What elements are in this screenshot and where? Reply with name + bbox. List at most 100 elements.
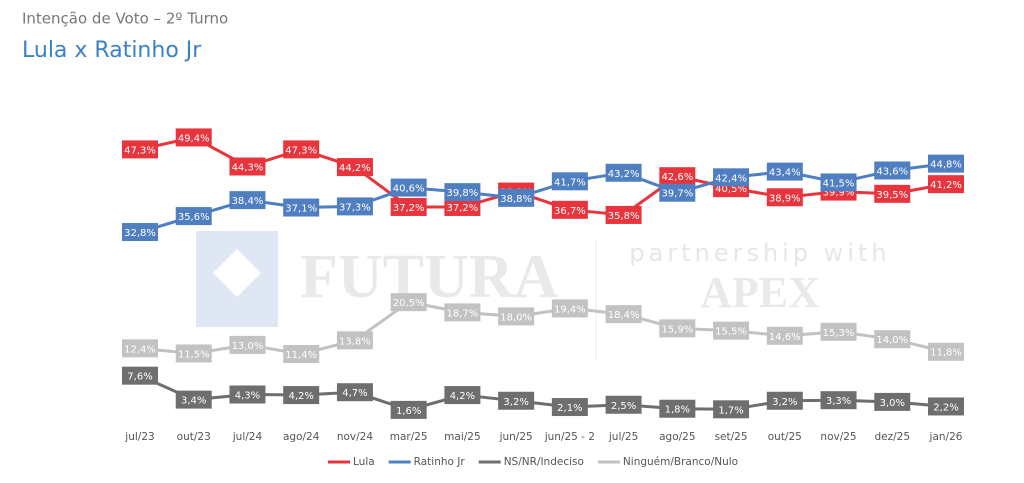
value-label-box [874, 330, 911, 349]
value-label: 3,3% [826, 396, 851, 407]
value-label-box [605, 395, 642, 414]
value-label: 41,7% [554, 177, 586, 188]
x-tick-label: mai/25 [444, 431, 480, 443]
value-label-box [444, 303, 481, 322]
value-label-box [928, 154, 964, 173]
value-label-box [551, 398, 588, 417]
value-label: 44,3% [232, 162, 264, 173]
value-label: 49,4% [178, 133, 210, 144]
value-label: 15,5% [715, 327, 747, 338]
value-label-box [713, 400, 750, 419]
value-label-box [122, 366, 158, 385]
x-tick-label: jul/23 [124, 431, 154, 443]
x-tick-label: out/23 [177, 431, 211, 443]
value-label-box [766, 326, 803, 345]
value-label: 4,2% [450, 391, 475, 402]
watermark-partner-text: partnership with [629, 239, 890, 267]
value-label: 13,8% [339, 336, 371, 347]
value-label-box [551, 200, 588, 219]
value-label: 37,2% [393, 203, 425, 214]
value-label: 36,7% [554, 206, 586, 217]
value-label: 2,2% [933, 402, 958, 413]
value-label: 47,3% [124, 145, 156, 156]
value-label-box [820, 391, 857, 410]
value-label: 15,3% [823, 328, 855, 339]
chart-subtitle: Lula x Ratinho Jr [22, 38, 202, 63]
value-label: 13,0% [232, 341, 264, 352]
x-tick-label: ago/24 [283, 431, 320, 443]
value-label: 43,4% [769, 168, 801, 179]
value-label-box [444, 183, 481, 202]
value-label-box [122, 140, 158, 159]
value-label: 38,4% [232, 196, 264, 207]
value-label: 20,5% [393, 298, 425, 309]
value-label: 37,1% [285, 204, 317, 215]
value-label-box [713, 168, 750, 187]
value-label-box [551, 172, 588, 191]
watermark: FUTURA partnership with APEX [196, 231, 890, 360]
series-line [139, 300, 947, 356]
value-label: 32,8% [124, 228, 156, 239]
value-label-box [713, 321, 750, 340]
x-tick-label: out/25 [768, 431, 802, 443]
value-label-box [605, 163, 642, 182]
value-label-box [659, 183, 696, 202]
value-label-box [659, 319, 696, 338]
value-label-box [498, 188, 535, 207]
series-line [139, 162, 947, 234]
value-label: 4,2% [288, 391, 313, 402]
value-label: 39,8% [447, 188, 479, 199]
value-label-box [874, 184, 911, 203]
value-label-box [551, 299, 588, 318]
value-label: 38,9% [769, 193, 801, 204]
value-label-box [390, 178, 427, 197]
value-label: 4,3% [235, 390, 260, 401]
value-label-box [229, 335, 266, 354]
value-label: 40,6% [393, 184, 425, 195]
value-label-box [766, 391, 803, 410]
value-label-box [874, 392, 911, 411]
value-label: 37,2% [447, 203, 479, 214]
value-label: 41,2% [930, 180, 962, 191]
watermark-logo-diamond [212, 248, 262, 298]
value-label: 14,0% [876, 335, 908, 346]
value-label: 19,4% [554, 304, 586, 315]
value-label: 3,0% [880, 398, 905, 409]
value-label-box [390, 400, 427, 419]
value-label-box [336, 197, 373, 216]
value-label-box [605, 305, 642, 324]
value-label: 39,5% [876, 190, 908, 201]
watermark-logo: FUTURA [300, 243, 559, 311]
value-label: 7,6% [127, 372, 152, 383]
x-tick-label: jul/25 [608, 431, 638, 443]
value-label: 39,7% [661, 189, 693, 200]
value-label-box [390, 293, 427, 312]
value-label: 1,7% [718, 405, 743, 416]
value-label: 42,6% [661, 172, 693, 183]
value-label-box [283, 386, 320, 405]
value-label: 38,8% [500, 194, 532, 205]
value-label: 3,2% [772, 397, 797, 408]
value-label: 35,6% [178, 212, 210, 223]
value-label-box [659, 167, 696, 186]
value-label-box [229, 385, 266, 404]
value-label-box [766, 188, 803, 207]
value-label: 2,5% [611, 401, 636, 412]
value-label: 1,6% [396, 406, 421, 417]
x-tick-label: nov/25 [820, 431, 856, 443]
value-label: 1,8% [665, 405, 690, 416]
value-label: 37,3% [339, 202, 371, 213]
value-label: 3,2% [503, 397, 528, 408]
x-tick-label: ago/25 [659, 431, 695, 443]
value-label-box [283, 140, 320, 159]
value-label: 39,9% [823, 188, 855, 199]
value-label-box [874, 161, 911, 180]
legend-label: NS/NR/Indeciso [504, 456, 584, 468]
value-label: 44,2% [339, 163, 371, 174]
series-line [139, 374, 947, 412]
value-label-box [283, 198, 320, 217]
value-label: 15,9% [661, 324, 693, 335]
watermark-partner: APEX [700, 268, 820, 317]
value-label: 18,7% [447, 308, 479, 319]
value-label: 11,8% [930, 348, 962, 359]
